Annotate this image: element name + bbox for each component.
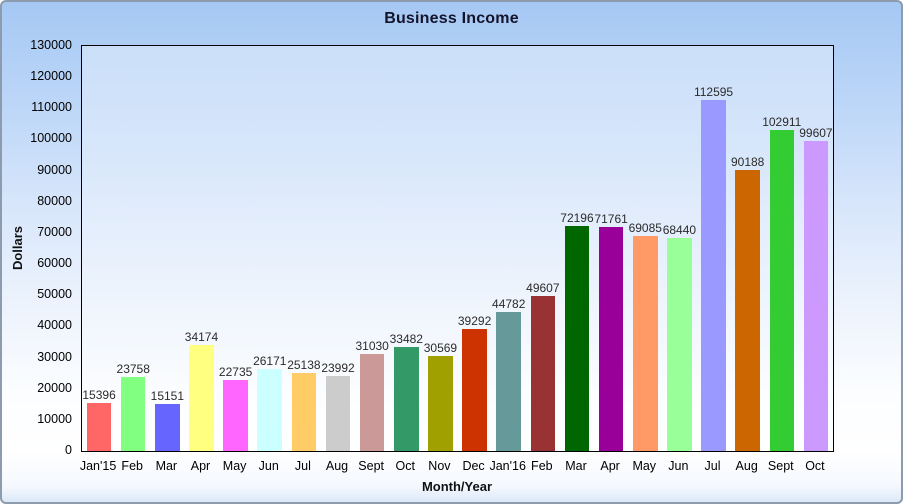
y-tick-label: 10000 xyxy=(37,411,72,426)
x-tick-label: Jul xyxy=(704,459,721,473)
plot-area: 15396 23758 15151 34174 22735 26171 25138 23992… xyxy=(81,45,834,452)
bar xyxy=(632,235,658,451)
bar-value-label: 15396 xyxy=(82,388,116,403)
y-tick-label: 20000 xyxy=(37,380,72,395)
bar-value-label: 23758 xyxy=(116,362,150,376)
x-axis-tick-labels: Jan'15 Feb Mar Apr May Jun Jul Aug Sept Oct Nov Dec… xyxy=(79,458,833,474)
bar-value-label: 26171 xyxy=(253,354,287,369)
bar-value-label: 71761 xyxy=(594,212,628,227)
bar-value-label: 33482 xyxy=(389,331,423,346)
bar-value-label: 23992 xyxy=(321,361,355,376)
x-tick-label: Jul xyxy=(294,459,311,473)
bar xyxy=(496,311,521,451)
bar-value-label: 25138 xyxy=(287,357,321,372)
bar xyxy=(257,369,283,451)
bar-value-label: 72196 xyxy=(560,211,594,226)
y-tick-label: 80000 xyxy=(37,193,72,208)
bar xyxy=(325,376,351,451)
x-tick-label: Aug xyxy=(735,459,758,473)
bar xyxy=(667,237,692,451)
bar xyxy=(189,344,214,451)
bar xyxy=(394,346,419,451)
x-tick-label: Sept xyxy=(767,459,794,473)
bar xyxy=(291,372,317,451)
x-tick-label: May xyxy=(222,459,247,473)
bar xyxy=(598,227,624,451)
bar xyxy=(120,377,146,451)
y-tick-label: 70000 xyxy=(37,224,72,239)
bar xyxy=(803,140,829,451)
bar xyxy=(86,403,112,451)
y-tick-label: 30000 xyxy=(37,349,72,364)
bar-value-label: 31030 xyxy=(355,339,389,354)
bar-value-label: 22735 xyxy=(218,365,253,380)
bar xyxy=(530,296,556,451)
x-tick-label: Dec xyxy=(462,459,485,473)
x-tick-label: Jun xyxy=(258,459,279,473)
bar xyxy=(155,403,180,451)
bar xyxy=(564,226,590,451)
bar-value-label: 34174 xyxy=(184,329,219,344)
y-axis-tick-labels: 0 10000 20000 30000 40000 50000 60000 70000 8000… xyxy=(2,38,76,457)
bar xyxy=(223,380,248,451)
x-tick-label: Nov xyxy=(428,459,451,473)
y-tick-label: 110000 xyxy=(31,100,72,115)
bar xyxy=(462,328,487,451)
x-tick-label: Mar xyxy=(565,459,587,473)
x-tick-label: Jan'15 xyxy=(79,459,117,473)
bar xyxy=(735,170,760,451)
x-tick-label: Oct xyxy=(395,459,416,473)
y-tick-label: 130000 xyxy=(30,38,72,52)
x-tick-label: May xyxy=(632,459,657,473)
y-tick-label: 100000 xyxy=(30,131,72,146)
x-tick-label: Apr xyxy=(600,459,620,473)
bar-value-label: 102911 xyxy=(762,115,802,130)
y-tick-label: 60000 xyxy=(37,256,72,271)
bar xyxy=(428,355,453,451)
x-tick-label: Feb xyxy=(531,459,553,473)
bar-value-label: 44782 xyxy=(492,296,526,311)
x-tick-label: Mar xyxy=(155,459,178,473)
x-tick-label: Sept xyxy=(358,459,385,473)
y-tick-label: 50000 xyxy=(37,287,72,302)
x-tick-label: Feb xyxy=(121,459,143,473)
bar xyxy=(359,354,385,451)
x-tick-label: Apr xyxy=(190,459,211,473)
y-tick-label: 0 xyxy=(65,443,72,457)
bar-value-label: 112595 xyxy=(693,85,734,100)
bar xyxy=(769,130,795,451)
bar-value-label: 69085 xyxy=(628,220,662,235)
y-tick-label: 90000 xyxy=(37,162,72,177)
bar-value-label: 39292 xyxy=(457,313,492,328)
bar-value-label: 68440 xyxy=(662,222,697,237)
x-tick-label: Jan'16 xyxy=(489,459,526,473)
chart-title: Business Income xyxy=(384,10,519,27)
bar-value-label: 30569 xyxy=(423,340,458,355)
bar-value-label: 99607 xyxy=(799,125,833,140)
bar-value-label: 90188 xyxy=(730,155,765,170)
bar-value-label: 49607 xyxy=(526,281,560,296)
bar-value-label: 15151 xyxy=(150,388,185,403)
x-tick-label: Oct xyxy=(805,459,825,473)
y-tick-label: 40000 xyxy=(37,318,72,333)
bar xyxy=(701,100,726,451)
x-tick-label: Aug xyxy=(325,459,349,473)
y-tick-label: 120000 xyxy=(30,69,72,84)
x-axis-title: Month/Year xyxy=(421,479,493,494)
x-tick-label: Jun xyxy=(668,459,689,473)
